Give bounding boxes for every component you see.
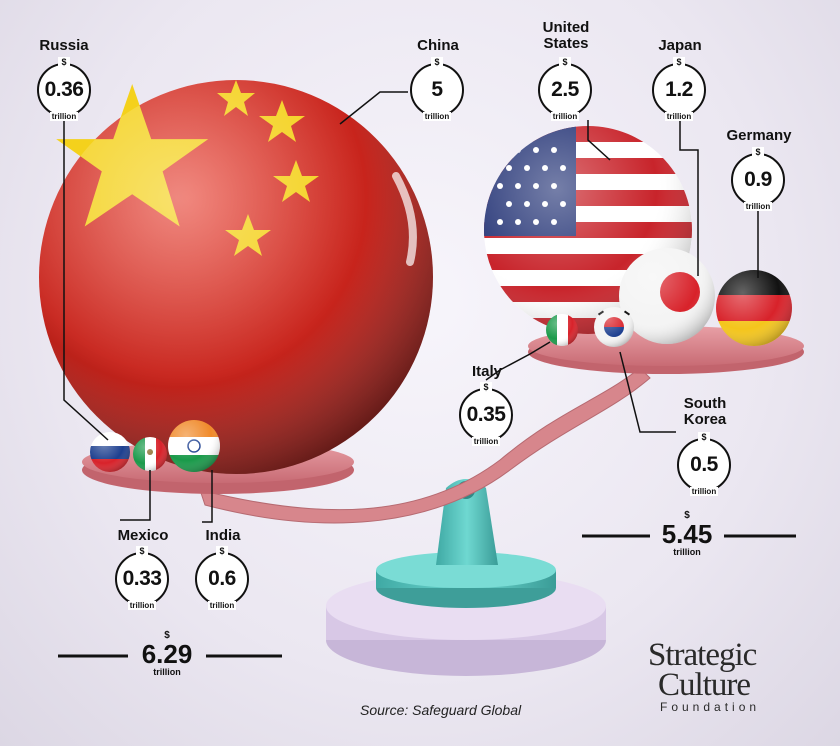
left-total-value: 6.29	[141, 639, 193, 669]
russia-ball	[90, 432, 130, 472]
russia-value: 0.36	[44, 78, 84, 101]
india-label: India	[205, 527, 241, 544]
right-total: $ 5.45 trillion	[650, 510, 724, 557]
russia-badge: $ 0.36 trillion	[37, 57, 91, 121]
source-caption: Source: Safeguard Global	[360, 702, 522, 718]
china-badge: $ 5 trillion	[410, 57, 464, 121]
india-value: 0.6	[208, 567, 236, 590]
strategic-culture-logo: Strategic Culture Foundation	[648, 637, 761, 715]
japan-label: Japan	[658, 37, 702, 54]
left-total: $ 6.29 trillion	[128, 630, 206, 677]
china-label: China	[417, 37, 459, 54]
italy-label: Italy	[471, 363, 502, 380]
united-states-value: 2.5	[551, 78, 579, 101]
china-ball	[39, 80, 433, 474]
mexico-value: 0.33	[122, 567, 162, 590]
italy-ball	[546, 314, 578, 346]
japan-value: 1.2	[665, 78, 693, 101]
russia-label: Russia	[39, 37, 89, 54]
germany-badge: $ 0.9 trillion	[731, 147, 785, 211]
india-badge: $ 0.6 trillion	[195, 546, 249, 610]
leader-lines	[58, 91, 796, 658]
germany-ball	[716, 270, 792, 346]
right-total-value: 5.45	[661, 519, 713, 549]
south-korea-badge: $ 0.5 trillion	[677, 432, 731, 496]
south-korea-label: South Korea	[683, 395, 727, 428]
united-states-badge: $ 2.5 trillion	[538, 57, 592, 121]
india-ball	[168, 420, 220, 472]
germany-value: 0.9	[744, 168, 772, 191]
italy-value: 0.35	[466, 403, 506, 426]
china-value: 5	[431, 78, 443, 101]
south-korea-value: 0.5	[690, 453, 718, 476]
unit-label: trillion	[49, 112, 79, 121]
italy-badge: $ 0.35 trillion	[459, 382, 513, 446]
mexico-ball	[133, 437, 167, 471]
scale-beam	[199, 367, 651, 524]
mexico-label: Mexico	[117, 527, 169, 544]
japan-badge: $ 1.2 trillion	[652, 57, 706, 121]
germany-label: Germany	[726, 127, 792, 144]
united-states-label: United States	[542, 19, 590, 52]
south-korea-ball	[594, 307, 634, 347]
japan-ball	[619, 248, 715, 344]
currency-symbol: $	[58, 57, 70, 67]
mexico-badge: $ 0.33 trillion	[115, 546, 169, 610]
scale-stand	[376, 479, 556, 608]
